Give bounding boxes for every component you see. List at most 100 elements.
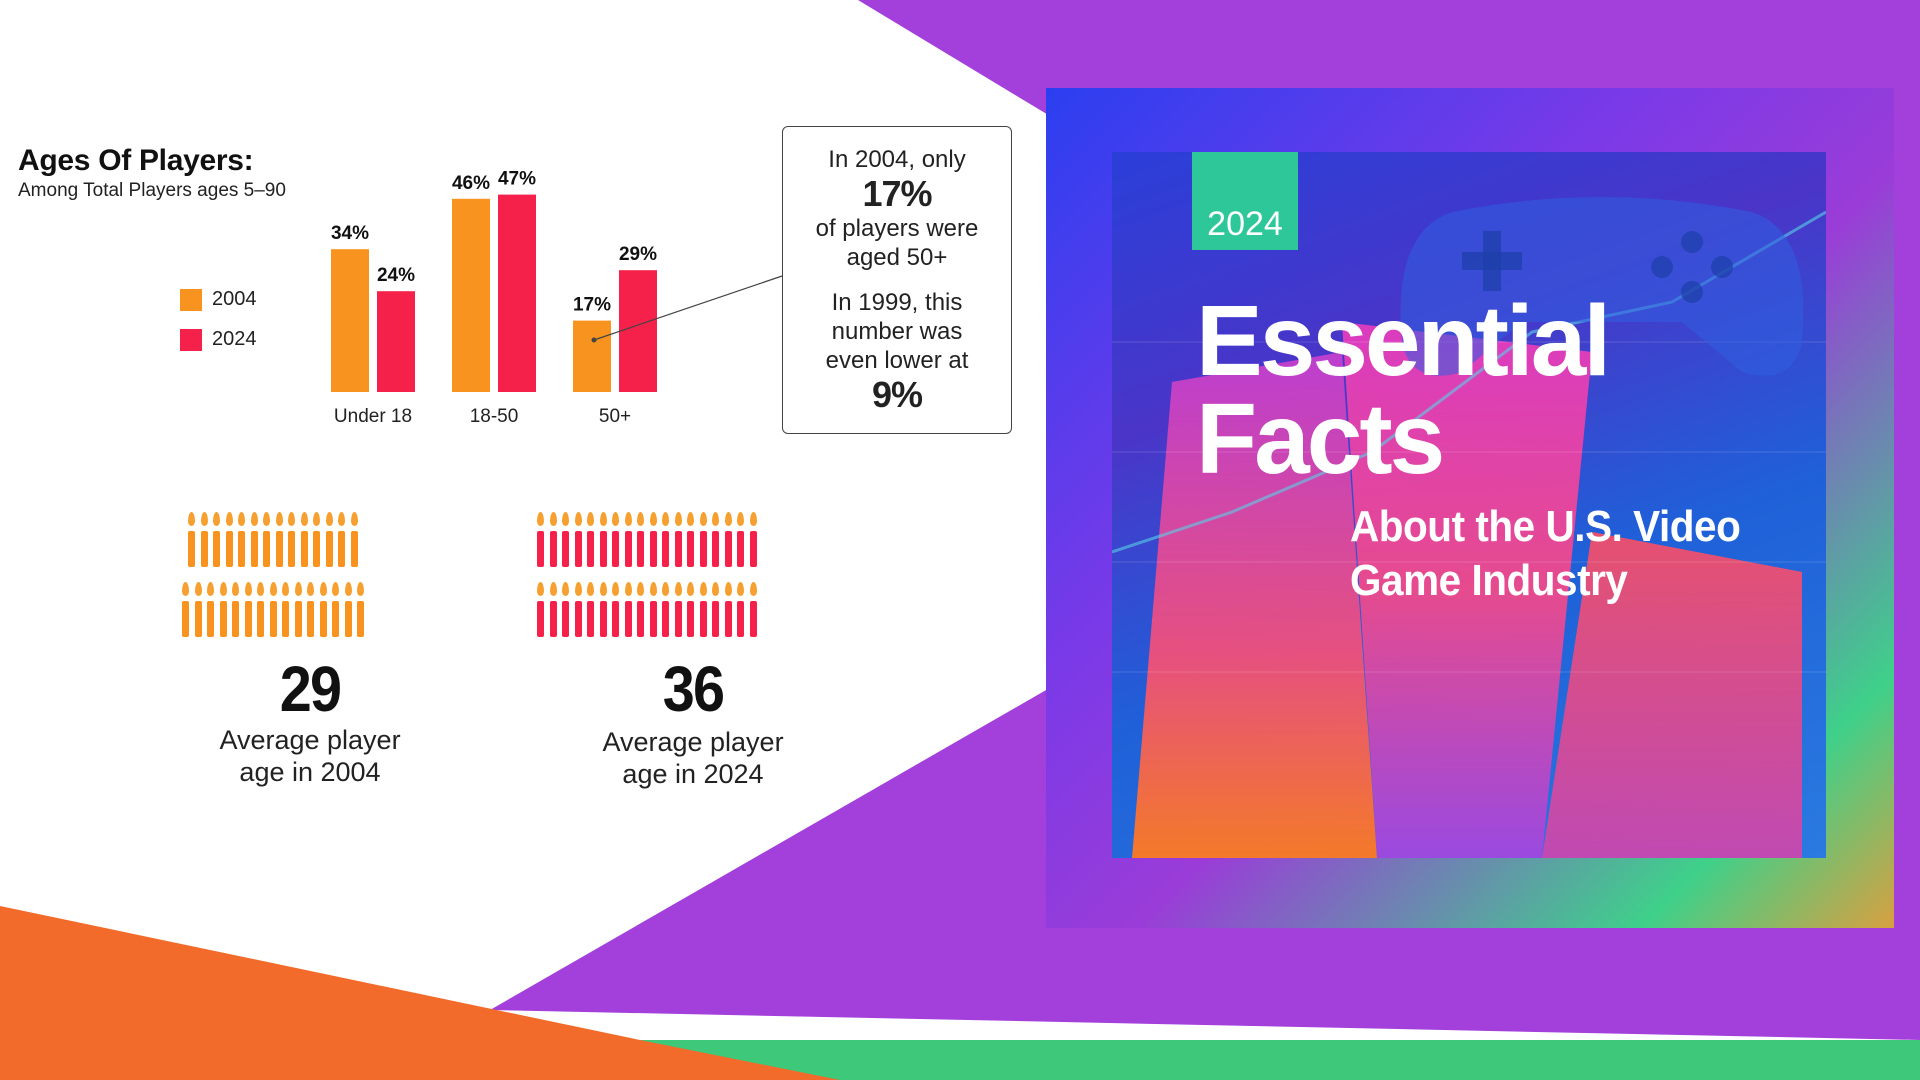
candle-stick <box>649 601 657 637</box>
flame-icon <box>325 512 333 526</box>
candle-stick <box>599 531 607 567</box>
candle-stick <box>232 601 239 637</box>
candle-stick <box>257 601 264 637</box>
candle-stick <box>344 601 352 637</box>
legend-label-2004: 2004 <box>212 288 257 310</box>
flame-icon <box>244 582 252 596</box>
candle-stick <box>637 601 644 637</box>
flame-icon <box>282 582 289 596</box>
candle-icon <box>674 582 682 640</box>
flame-icon <box>737 512 744 526</box>
cover-title-line2: Facts <box>1196 383 1445 495</box>
candle-stick <box>749 531 757 567</box>
flame-icon <box>188 512 195 526</box>
flame-icon <box>587 512 594 526</box>
candle-icon <box>712 582 719 640</box>
candle-icon <box>244 582 252 640</box>
candle-stick <box>200 531 208 567</box>
candle-icon <box>357 582 364 640</box>
flame-icon <box>344 582 352 596</box>
flame-icon <box>687 512 694 526</box>
data-label-2004-18-50: 46% <box>452 173 490 194</box>
flame-icon <box>332 582 339 596</box>
bar-2004-18-50 <box>452 198 490 392</box>
flame-icon <box>649 512 657 526</box>
callout-line4: In 1999, this <box>831 289 963 316</box>
data-label-2024-50-: 29% <box>619 244 657 265</box>
candle-icon <box>213 512 220 570</box>
candle-icon <box>250 512 258 570</box>
candle-row <box>182 512 364 570</box>
bar-2004-under-18 <box>331 249 369 392</box>
cover-year-badge: 2024 <box>1192 152 1298 250</box>
flame-icon <box>662 582 669 596</box>
flame-icon <box>687 582 694 596</box>
flame-icon <box>263 512 270 526</box>
candle-stick <box>674 531 682 567</box>
gamepad-icon <box>1400 197 1804 376</box>
category-label-50-: 50+ <box>599 406 631 427</box>
candle-icon <box>587 512 594 570</box>
category-label-under-18: Under 18 <box>334 406 412 427</box>
flame-icon <box>288 512 295 526</box>
bar-2024-under-18 <box>377 291 415 392</box>
candle-icon <box>574 512 582 570</box>
candle-icon <box>257 582 264 640</box>
candle-icon <box>612 582 619 640</box>
flame-icon <box>549 512 557 526</box>
candle-icon <box>194 582 202 640</box>
candle-icon <box>599 512 607 570</box>
flame-icon <box>238 512 245 526</box>
candle-icon <box>612 512 619 570</box>
avg-age-2004-label-line1: Average player <box>219 725 401 755</box>
flame-icon <box>637 582 644 596</box>
candle-icon <box>188 512 195 570</box>
legend-item-2004: 2004 <box>180 288 257 311</box>
flame-icon <box>724 512 732 526</box>
flame-icon <box>699 512 707 526</box>
candle-icon <box>699 582 707 640</box>
candle-stick <box>624 531 632 567</box>
candle-icon <box>549 582 557 640</box>
flame-icon <box>674 582 682 596</box>
candle-icon <box>624 512 632 570</box>
flame-icon <box>537 512 544 526</box>
callout-line5: number was <box>831 318 963 345</box>
candle-icon <box>687 582 694 640</box>
flame-icon <box>257 582 264 596</box>
flame-icon <box>599 512 607 526</box>
flame-icon <box>624 512 632 526</box>
candle-icon <box>624 582 632 640</box>
candle-icon <box>182 582 189 640</box>
avg-age-2024-label: Average player age in 2024 <box>553 726 833 790</box>
flame-icon <box>549 582 557 596</box>
candle-icon <box>749 582 757 640</box>
flame-icon <box>712 582 719 596</box>
legend-swatch-2024 <box>180 328 202 351</box>
callout-value1: 17% <box>862 173 932 214</box>
candle-stick <box>250 531 258 567</box>
flame-icon <box>294 582 302 596</box>
candle-stick <box>350 531 358 567</box>
candle-stick <box>749 601 757 637</box>
data-label-2004-50-: 17% <box>573 295 611 316</box>
flame-icon <box>338 512 345 526</box>
candle-stick <box>225 531 233 567</box>
legend-label-2024: 2024 <box>212 328 257 350</box>
candle-icon <box>537 512 544 570</box>
cover-subtitle-line2: Game Industry <box>1350 556 1628 605</box>
candle-stick <box>188 531 195 567</box>
cover-subtitle: About the U.S. Video Game Industry <box>1350 500 1741 608</box>
flame-icon <box>562 582 569 596</box>
candle-row <box>537 582 757 640</box>
candle-stick <box>219 601 227 637</box>
bar-2004-50- <box>573 320 611 392</box>
candle-icon <box>307 582 314 640</box>
candle-stick <box>662 601 669 637</box>
candle-icon <box>219 582 227 640</box>
candle-icon <box>269 582 277 640</box>
candle-icon <box>549 512 557 570</box>
flame-icon <box>213 512 220 526</box>
candle-stick <box>307 601 314 637</box>
flame-icon <box>250 512 258 526</box>
